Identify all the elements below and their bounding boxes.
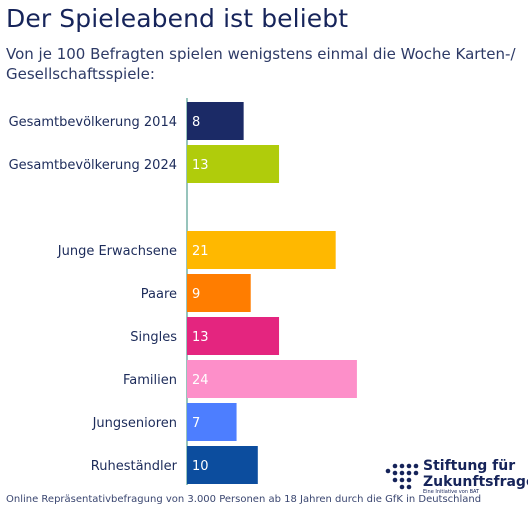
category-label: Paare: [141, 287, 177, 302]
bar: [187, 102, 244, 140]
logo-name: Stiftung für Zukunftsfragen: [423, 458, 528, 490]
logo-dots-icon: [385, 463, 419, 490]
bar: [187, 317, 280, 355]
source-note: Online Repräsentativbefragung von 3.000 …: [6, 494, 482, 505]
logo-dot: [406, 470, 412, 476]
logo-dot: [406, 463, 412, 469]
category-label: Gesamtbevölkerung 2024: [9, 158, 177, 173]
bar-value-label: 8: [192, 115, 200, 130]
logo-dot: [406, 477, 412, 483]
bar: [187, 446, 258, 484]
bar-value-label: 10: [192, 459, 209, 474]
bar: [187, 231, 336, 269]
bar: [187, 274, 251, 312]
logo-dot: [406, 484, 412, 490]
logo-dot: [392, 470, 398, 476]
logo-dot: [385, 468, 391, 474]
logo-dot: [399, 463, 405, 469]
logo-dot: [399, 477, 405, 483]
bar: [187, 360, 357, 398]
bar: [187, 403, 237, 441]
bar-value-label: 7: [192, 416, 200, 431]
bar-value-label: 9: [192, 287, 200, 302]
brand-logo: Stiftung für Zukunftsfragen Eine Initiat…: [385, 458, 528, 498]
category-label: Familien: [123, 373, 177, 388]
bar-value-label: 13: [192, 330, 209, 345]
category-label: Ruheständler: [91, 459, 178, 474]
logo-dot: [392, 463, 398, 469]
chart-subtitle: Von je 100 Befragten spielen wenigstens …: [6, 45, 516, 83]
logo-dot: [413, 463, 419, 469]
category-label: Junge Erwachsene: [57, 244, 177, 259]
logo-tagline: Eine Initiative von BAT: [423, 489, 480, 495]
logo-dot: [399, 470, 405, 476]
category-label: Singles: [130, 330, 177, 345]
bar-chart: 8 Gesamtbevölkerung 2014 13 Gesamtbevölkeru…: [9, 98, 357, 485]
category-label: Gesamtbevölkerung 2014: [9, 115, 177, 130]
chart-title: Der Spieleabend ist beliebt: [6, 4, 349, 33]
bar: [187, 145, 280, 183]
bar-value-label: 21: [192, 244, 209, 259]
logo-dot: [399, 484, 405, 490]
category-label: Jungsenioren: [92, 416, 177, 431]
bar-value-label: 13: [192, 158, 209, 173]
bar-value-label: 24: [192, 373, 209, 388]
logo-dot: [413, 470, 419, 476]
logo-dot: [392, 477, 398, 483]
